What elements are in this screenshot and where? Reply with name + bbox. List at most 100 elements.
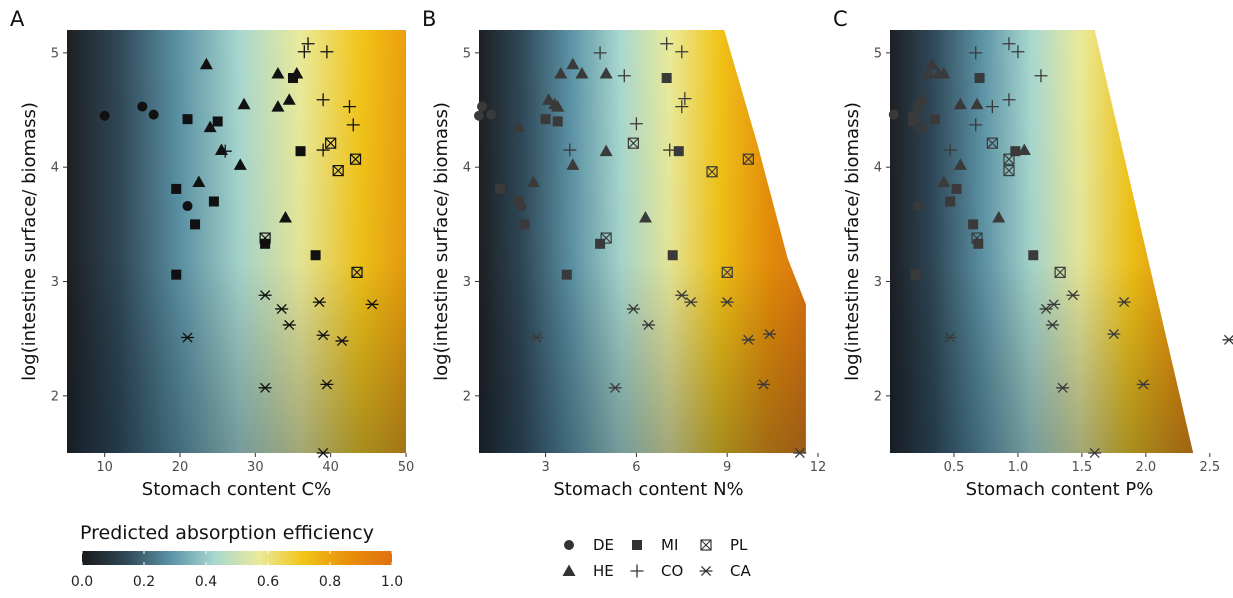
colorbar-tick-label: 0.0 <box>71 574 93 590</box>
y-axis-label: log(intestine surface/ biomass) <box>431 102 452 381</box>
x-tick-label: 2.5 <box>1199 460 1220 475</box>
point-mi <box>975 73 985 83</box>
heat-field <box>67 30 406 453</box>
x-tick-label: 10 <box>96 460 113 475</box>
y-tick-label: 2 <box>874 389 882 404</box>
x-tick-label: 50 <box>398 460 415 475</box>
legend-key-ca: CA <box>700 562 752 580</box>
panel-C: 0.5 1.0 1.5 2.0 2.5 2 3 4 5 Stomach content P% log… <box>833 7 1233 500</box>
legend: Predicted absorption efficiency 0.0 0.2 0.4… <box>71 522 752 590</box>
point-de <box>149 110 159 120</box>
legend-shape-co <box>631 565 644 578</box>
legend-label: PL <box>730 536 748 554</box>
point-mi <box>1028 250 1038 260</box>
legend-key-he: HE <box>563 562 614 580</box>
x-tick-label: 9 <box>723 460 731 475</box>
x-tick-label: 6 <box>632 460 640 475</box>
point-de <box>100 111 110 121</box>
point-mi <box>519 219 529 229</box>
legend-shape-mi <box>632 540 642 550</box>
legend-key-mi: MI <box>632 536 678 554</box>
point-de <box>889 110 899 120</box>
x-tick-label: 0.5 <box>944 460 965 475</box>
point-mi <box>945 196 955 206</box>
panel-letter: B <box>422 7 436 31</box>
point-mi <box>662 73 672 83</box>
x-tick-label: 1.5 <box>1072 460 1093 475</box>
y-tick-label: 4 <box>51 161 59 176</box>
legend-label: DE <box>593 536 614 554</box>
legend-key-pl: PL <box>701 536 748 554</box>
legend-key-de: DE <box>564 536 614 554</box>
heat-field <box>479 30 818 453</box>
colorbar-tick-label: 0.6 <box>257 574 279 590</box>
x-axis-label: Stomach content N% <box>553 479 743 500</box>
point-mi <box>296 146 306 156</box>
y-tick-label: 5 <box>874 46 882 61</box>
point-mi <box>260 239 270 249</box>
point-mi <box>562 270 572 280</box>
colorbar-tick-label: 0.4 <box>195 574 217 590</box>
y-tick-label: 2 <box>51 389 59 404</box>
colorbar-tick-label: 1.0 <box>381 574 403 590</box>
point-mi <box>553 116 563 126</box>
colorbar <box>82 551 392 565</box>
point-mi <box>209 196 219 206</box>
point-de <box>474 111 484 121</box>
point-mi <box>674 146 684 156</box>
heat-field <box>890 30 1229 453</box>
legend-shape-ca <box>700 566 713 575</box>
colorbar-tick-label: 0.2 <box>133 574 155 590</box>
point-mi <box>541 114 551 124</box>
x-tick-label: 3 <box>541 460 549 475</box>
point-mi <box>908 116 918 126</box>
x-tick-label: 40 <box>322 460 339 475</box>
point-mi <box>952 184 962 194</box>
point-mi <box>183 114 193 124</box>
point-ca <box>1223 335 1233 344</box>
legend-label: HE <box>593 562 614 580</box>
colorbar-tick-label: 0.8 <box>319 574 341 590</box>
y-axis-label: log(intestine surface/ biomass) <box>19 102 40 381</box>
point-mi <box>668 250 678 260</box>
panel-letter: C <box>833 7 848 31</box>
point-mi <box>930 114 940 124</box>
y-tick-label: 3 <box>463 275 471 290</box>
x-tick-label: 20 <box>172 460 189 475</box>
y-tick-label: 5 <box>463 46 471 61</box>
point-mi <box>213 116 223 126</box>
y-tick-label: 3 <box>874 275 882 290</box>
panels: 10 20 30 40 50 2 3 4 5 Stomach content C% log(inte… <box>10 7 1233 500</box>
point-de <box>183 201 193 211</box>
point-de <box>137 102 147 112</box>
y-tick-label: 3 <box>51 275 59 290</box>
x-tick-label: 2.0 <box>1136 460 1157 475</box>
x-axis-label: Stomach content C% <box>142 479 331 500</box>
point-mi <box>911 270 921 280</box>
legend-shape-pl <box>701 540 711 550</box>
legend-shape-he <box>563 565 576 577</box>
x-tick-label: 30 <box>247 460 264 475</box>
legend-label: MI <box>661 536 678 554</box>
point-mi <box>968 219 978 229</box>
y-tick-label: 4 <box>463 161 471 176</box>
x-tick-label: 1.0 <box>1008 460 1029 475</box>
legend-key-co: CO <box>631 562 684 580</box>
panel-A: 10 20 30 40 50 2 3 4 5 Stomach content C% log(inte… <box>10 7 414 500</box>
legend-label: CO <box>661 562 683 580</box>
point-mi <box>311 250 321 260</box>
panel-letter: A <box>10 7 25 31</box>
colorbar-title: Predicted absorption efficiency <box>80 522 374 544</box>
legend-label: CA <box>730 562 751 580</box>
y-tick-label: 2 <box>463 389 471 404</box>
x-axis-label: Stomach content P% <box>966 479 1154 500</box>
point-mi <box>495 184 505 194</box>
point-mi <box>513 196 523 206</box>
point-de <box>477 102 487 112</box>
y-tick-label: 4 <box>874 161 882 176</box>
y-tick-label: 5 <box>51 46 59 61</box>
legend-shape-de <box>564 540 574 550</box>
y-axis-label: log(intestine surface/ biomass) <box>842 102 863 381</box>
